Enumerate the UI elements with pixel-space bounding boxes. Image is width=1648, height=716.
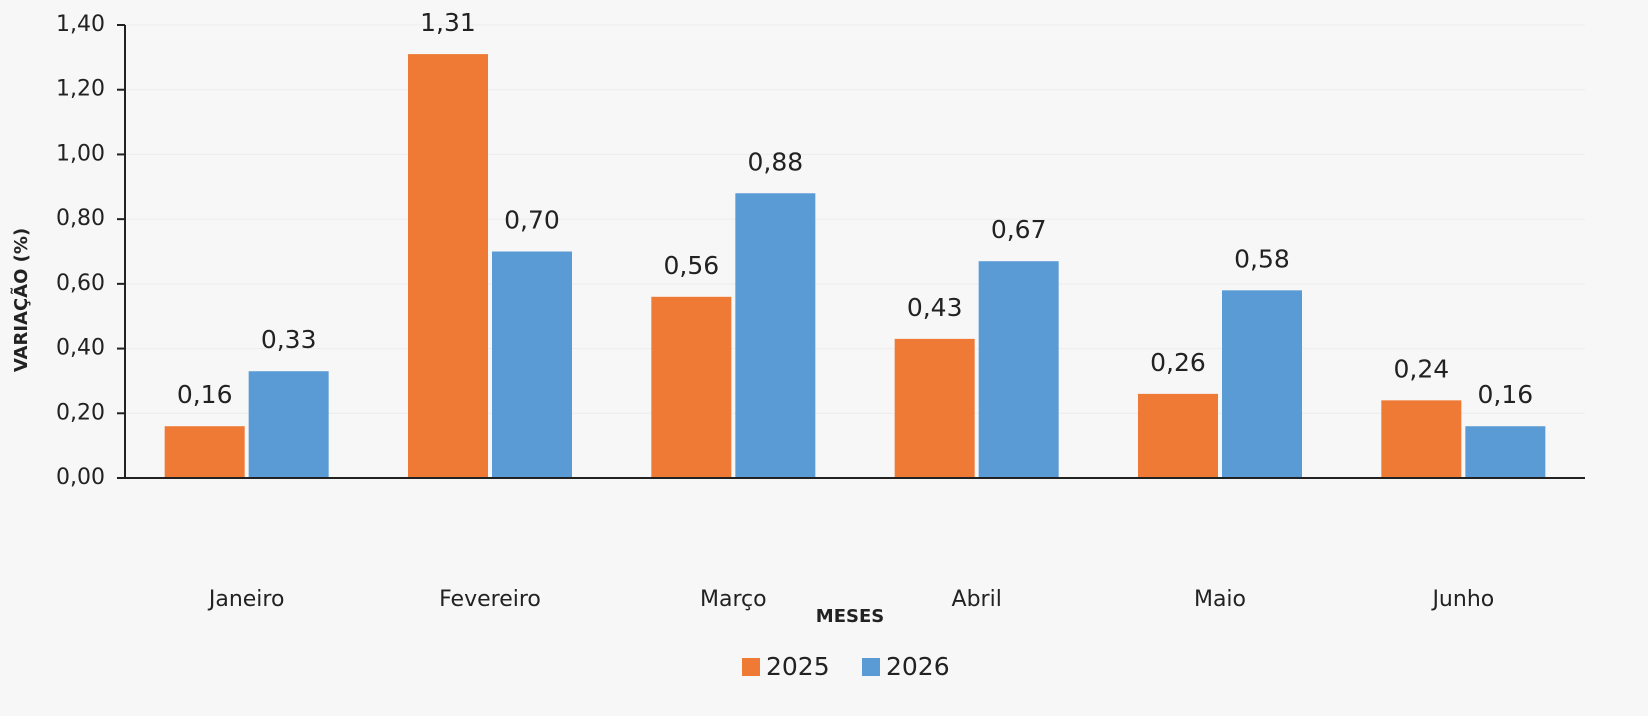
- y-axis-label: VARIAÇÃO (%): [9, 228, 32, 372]
- bar: [1222, 290, 1302, 478]
- value-label: 0,56: [663, 251, 719, 280]
- bar: [651, 296, 732, 478]
- y-tick-label: 0,80: [56, 206, 105, 231]
- bar: [248, 371, 329, 478]
- legend-label: 2025: [766, 652, 830, 681]
- y-tick-label: 1,20: [56, 77, 105, 102]
- value-label: 0,26: [1150, 348, 1206, 377]
- x-tick-label: Março: [700, 587, 767, 612]
- value-label: 0,88: [747, 147, 803, 176]
- legend-swatch: [742, 658, 760, 676]
- y-tick-label: 0,00: [56, 465, 105, 490]
- value-label: 0,58: [1234, 244, 1290, 273]
- value-label: 0,33: [261, 325, 317, 354]
- y-tick-label: 0,20: [56, 400, 105, 425]
- bar: [735, 193, 816, 478]
- bar: [492, 251, 572, 478]
- x-tick-label: Janeiro: [207, 587, 285, 612]
- bar: [1465, 426, 1546, 478]
- bar: [894, 338, 975, 478]
- bar: [408, 54, 488, 478]
- y-tick-label: 1,40: [56, 12, 105, 37]
- value-label: 0,43: [907, 293, 963, 322]
- legend-label: 2026: [886, 652, 950, 681]
- x-tick-label: Maio: [1194, 587, 1246, 612]
- y-tick-label: 1,00: [56, 141, 105, 166]
- x-tick-label: Fevereiro: [439, 587, 541, 612]
- bar: [164, 426, 245, 478]
- value-label: 0,24: [1393, 354, 1449, 383]
- value-label: 0,70: [504, 206, 560, 235]
- value-label: 0,16: [177, 380, 233, 409]
- value-label: 1,31: [420, 8, 476, 37]
- legend-swatch: [862, 658, 880, 676]
- bar: [1381, 400, 1462, 478]
- x-tick-label: Junho: [1430, 587, 1494, 612]
- x-axis-label: MESES: [816, 606, 884, 627]
- bar: [1138, 393, 1218, 478]
- x-tick-label: Abril: [952, 587, 1002, 612]
- y-tick-label: 0,40: [56, 336, 105, 361]
- value-label: 0,16: [1477, 380, 1533, 409]
- y-tick-label: 0,60: [56, 271, 105, 296]
- bar: [978, 261, 1059, 478]
- value-label: 0,67: [991, 215, 1047, 244]
